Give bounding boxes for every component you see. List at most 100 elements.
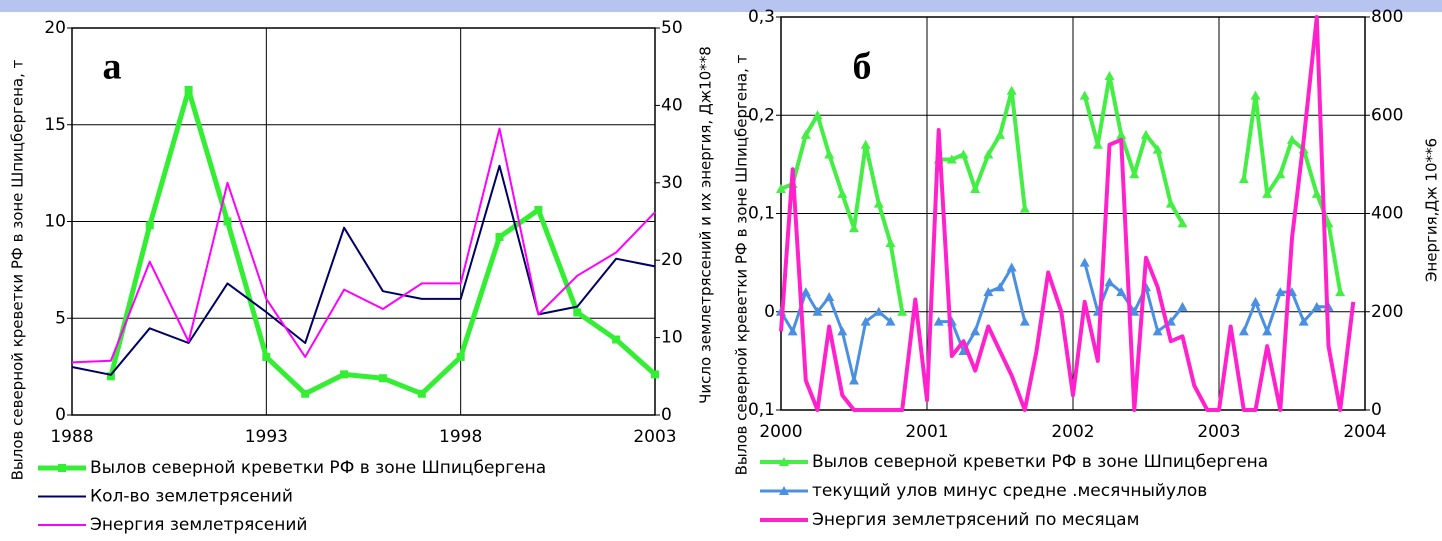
y-tick-label: 20 xyxy=(44,18,66,38)
point xyxy=(456,352,465,361)
y2-tick-label: 800 xyxy=(1371,7,1403,27)
point xyxy=(1250,296,1261,306)
point xyxy=(1006,85,1017,95)
point xyxy=(837,188,848,198)
y-axis-title: Вылов северной креветки РФ в зоне Шпицбе… xyxy=(733,54,751,475)
legend-label: Вылов северной креветки РФ в зоне Шпицбе… xyxy=(812,452,1268,472)
y2-tick-label: 40 xyxy=(661,95,683,115)
point xyxy=(970,183,981,193)
point xyxy=(812,306,823,316)
series-line xyxy=(780,74,1343,313)
point xyxy=(106,372,115,381)
point xyxy=(849,375,859,385)
point xyxy=(534,205,543,214)
x-tick-label: 2000 xyxy=(759,422,802,442)
x-tick-label: 1998 xyxy=(439,427,482,447)
point xyxy=(824,149,835,159)
point xyxy=(873,198,884,208)
y-axis-title: Вылов северной креветки РФ в зоне Шпицбе… xyxy=(9,59,27,480)
x-tick-label: 2003 xyxy=(633,427,676,447)
point xyxy=(1262,188,1273,198)
y-tick-label: 15 xyxy=(44,115,66,135)
series-line xyxy=(779,262,1329,382)
legend-marker xyxy=(779,486,789,495)
plot-frame xyxy=(71,27,656,416)
point xyxy=(958,149,969,159)
point xyxy=(1287,134,1297,144)
point xyxy=(417,389,426,398)
point xyxy=(495,232,504,241)
point xyxy=(1275,287,1286,297)
point xyxy=(651,370,659,379)
point xyxy=(1019,203,1030,213)
point xyxy=(812,110,823,120)
y2-tick-label: 50 xyxy=(661,18,683,38)
point xyxy=(837,326,848,336)
legend-label: Вылов северной креветки РФ в зоне Шпицбе… xyxy=(90,458,546,478)
point xyxy=(1092,139,1103,149)
point xyxy=(1104,70,1115,80)
point xyxy=(612,335,621,344)
point xyxy=(1275,169,1286,179)
point xyxy=(1177,301,1188,311)
point xyxy=(946,154,957,164)
point xyxy=(800,287,811,297)
y2-tick-label: 0 xyxy=(1371,400,1382,420)
point xyxy=(378,374,387,383)
point xyxy=(1141,129,1151,139)
point xyxy=(995,282,1005,292)
x-tick-label: 1993 xyxy=(245,427,288,447)
point xyxy=(1152,144,1163,154)
point xyxy=(1298,316,1309,326)
y-tick-label: 0,2 xyxy=(748,105,775,125)
plot-frame xyxy=(780,16,1366,411)
point xyxy=(787,326,798,336)
point xyxy=(184,85,193,94)
y-tick-label: 0,3 xyxy=(748,7,775,27)
panel-label: а xyxy=(103,46,122,88)
y-tick-label: 0,1 xyxy=(748,400,775,420)
banner xyxy=(0,0,1442,12)
point xyxy=(1152,326,1163,336)
point xyxy=(262,352,271,361)
series-line xyxy=(71,127,656,364)
legend-label: текущий улов минус средне .месячныйулов xyxy=(812,481,1207,501)
y2-tick-label: 10 xyxy=(661,328,683,348)
series-line xyxy=(108,87,657,397)
point xyxy=(1079,257,1090,267)
point xyxy=(824,292,835,302)
point xyxy=(573,308,582,317)
point xyxy=(897,306,908,316)
point xyxy=(1116,129,1127,139)
x-tick-label: 2002 xyxy=(1051,422,1094,442)
point xyxy=(800,129,811,139)
point xyxy=(145,221,154,230)
point xyxy=(1335,287,1346,297)
x-tick-label: 1988 xyxy=(50,427,93,447)
point xyxy=(1238,174,1249,184)
y2-tick-label: 200 xyxy=(1371,302,1403,322)
point xyxy=(1019,316,1030,326)
point xyxy=(1311,301,1322,311)
point xyxy=(1238,326,1249,336)
legend-label: Энергия землетрясений xyxy=(90,515,307,535)
y2-tick-label: 30 xyxy=(661,173,683,193)
y2-tick-label: 0 xyxy=(661,405,672,425)
legend-label: Энергия землетрясений по месяцам xyxy=(812,510,1139,530)
y-tick-label: 5 xyxy=(55,308,66,328)
y-tick-label: 0 xyxy=(764,302,775,322)
point xyxy=(849,223,859,233)
legend-marker xyxy=(58,464,66,472)
point xyxy=(885,316,896,326)
point xyxy=(1129,169,1140,179)
point xyxy=(1311,188,1322,198)
point xyxy=(970,326,981,336)
point xyxy=(223,217,232,226)
point xyxy=(873,306,884,316)
point xyxy=(340,370,349,379)
point xyxy=(1177,218,1188,228)
point xyxy=(860,139,871,149)
point xyxy=(885,237,896,247)
point xyxy=(1006,262,1017,272)
x-tick-label: 2003 xyxy=(1197,422,1240,442)
